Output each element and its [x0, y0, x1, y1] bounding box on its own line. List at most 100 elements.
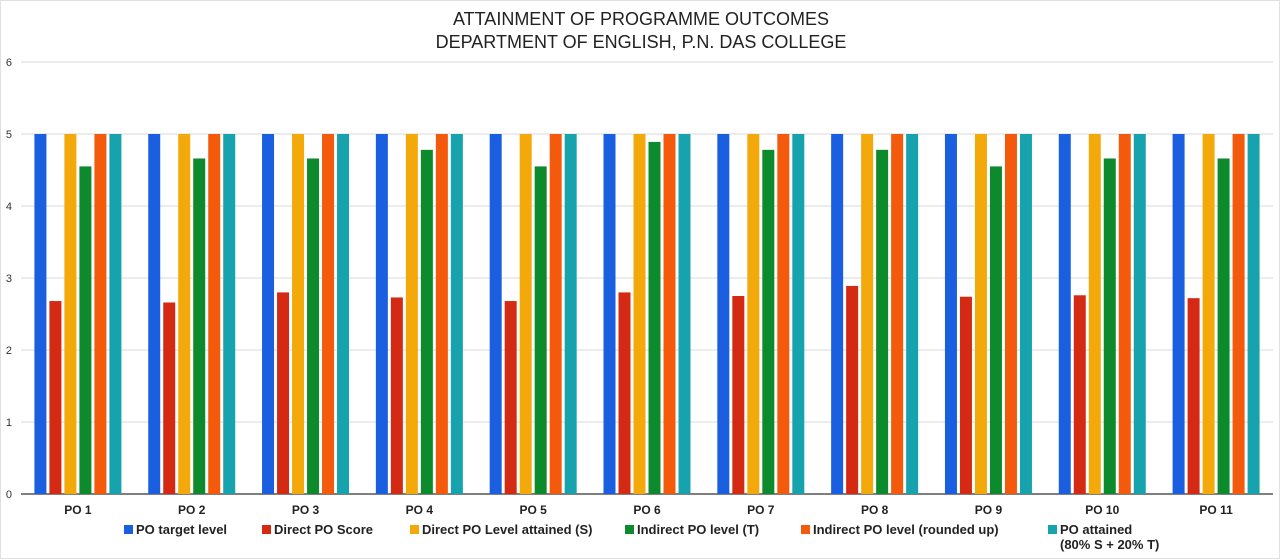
bar-s2-po-5: [504, 301, 517, 494]
bar-s4-po-4: [420, 149, 433, 494]
bar-s2-po-10: [1073, 295, 1086, 494]
bar-s6-po-8: [906, 134, 919, 494]
bar-s1-po-5: [489, 134, 502, 494]
bar-s5-po-1: [94, 134, 107, 494]
bar-s4-po-2: [193, 158, 206, 495]
bar-s5-po-4: [435, 134, 448, 494]
bar-s1-po-9: [944, 134, 957, 494]
y-tick-label: 1: [6, 417, 12, 429]
bar-s5-po-6: [663, 134, 676, 494]
bar-s6-po-1: [109, 134, 122, 494]
bar-s3-po-1: [64, 134, 77, 494]
legend-label: Indirect PO level (rounded up): [813, 522, 999, 537]
legend-label: Direct PO Level attained (S): [422, 522, 593, 537]
x-category-label: PO 1: [64, 503, 92, 517]
legend-label: PO target level: [136, 522, 227, 537]
bar-s2-po-7: [732, 296, 745, 494]
x-axis-labels: PO 1 PO 2 PO 3 PO 4 PO 5 PO 6 PO 7 PO 8 PO 9 PO 1…: [64, 503, 1233, 517]
bar-s3-po-2: [178, 134, 191, 494]
bar-s1-po-1: [34, 134, 47, 494]
y-tick-label: 0: [6, 489, 12, 501]
bar-s1-po-6: [603, 134, 616, 494]
bar-s5-po-9: [1004, 134, 1017, 494]
bar-s6-po-2: [223, 134, 236, 494]
legend-swatch: [801, 525, 810, 534]
bar-s4-po-5: [534, 166, 547, 494]
bar-s6-po-10: [1133, 134, 1146, 494]
bar-s2-po-11: [1187, 298, 1200, 494]
bar-s5-po-3: [322, 134, 335, 494]
y-axis-ticks: 0 1 2 3 4 5 6: [6, 57, 12, 501]
legend-label: PO attained: [1060, 522, 1132, 537]
bar-s3-po-6: [633, 134, 646, 494]
bar-s2-po-8: [846, 285, 859, 494]
legend-swatch: [124, 525, 133, 534]
bar-s5-po-8: [891, 134, 904, 494]
x-category-label: PO 7: [747, 503, 775, 517]
legend-swatch: [625, 525, 634, 534]
bar-s4-po-11: [1217, 158, 1230, 495]
x-category-label: PO 11: [1199, 503, 1233, 517]
legend-label: Indirect PO level (T): [637, 522, 759, 537]
x-category-label: PO 2: [178, 503, 206, 517]
bar-s2-po-4: [390, 297, 403, 494]
chart-title-line-2: DEPARTMENT OF ENGLISH, P.N. DAS COLLEGE: [436, 32, 847, 52]
bar-s2-po-6: [618, 292, 631, 494]
bar-s5-po-2: [208, 134, 221, 494]
bar-s6-po-5: [564, 134, 577, 494]
x-category-label: PO 5: [520, 503, 548, 517]
y-tick-label: 6: [6, 57, 12, 69]
bar-s3-po-4: [405, 134, 418, 494]
bar-s3-po-7: [747, 134, 760, 494]
bar-s4-po-3: [307, 158, 320, 495]
bar-s3-po-3: [292, 134, 305, 494]
bar-s3-po-10: [1088, 134, 1101, 494]
bar-s6-po-6: [678, 134, 691, 494]
bar-s4-po-7: [762, 149, 775, 494]
y-tick-label: 3: [6, 273, 12, 285]
x-category-label: PO 4: [406, 503, 434, 517]
bar-s4-po-10: [1103, 158, 1116, 495]
bar-s1-po-7: [717, 134, 730, 494]
bar-s3-po-9: [974, 134, 987, 494]
legend-label: (80% S + 20% T): [1060, 537, 1159, 552]
bar-s3-po-11: [1202, 134, 1215, 494]
y-tick-label: 5: [6, 129, 12, 141]
bar-s4-po-1: [79, 166, 92, 494]
bar-s5-po-7: [777, 134, 790, 494]
bar-s5-po-11: [1232, 134, 1245, 494]
y-tick-label: 4: [6, 201, 12, 213]
bar-s1-po-10: [1058, 134, 1071, 494]
bar-s3-po-5: [519, 134, 532, 494]
bar-s5-po-10: [1118, 134, 1131, 494]
bar-s4-po-9: [989, 166, 1002, 494]
bar-s6-po-11: [1247, 134, 1260, 494]
chart-title-line-1: ATTAINMENT OF PROGRAMME OUTCOMES: [453, 9, 829, 29]
y-tick-label: 2: [6, 345, 12, 357]
bar-s6-po-7: [792, 134, 805, 494]
x-category-label: PO 10: [1085, 503, 1119, 517]
bar-s2-po-3: [277, 292, 290, 494]
bar-s6-po-9: [1019, 134, 1032, 494]
bar-s1-po-11: [1172, 134, 1185, 494]
bar-s2-po-2: [163, 302, 176, 494]
bar-s6-po-4: [450, 134, 463, 494]
x-category-label: PO 8: [861, 503, 889, 517]
legend-label: Direct PO Score: [274, 522, 373, 537]
bar-s5-po-5: [549, 134, 562, 494]
legend-swatch: [262, 525, 271, 534]
bar-s1-po-4: [375, 134, 388, 494]
legend: PO target level Direct PO Score Direct PO …: [124, 522, 1159, 552]
bar-s3-po-8: [861, 134, 874, 494]
bar-s6-po-3: [337, 134, 350, 494]
bar-s1-po-8: [831, 134, 844, 494]
bar-s2-po-9: [959, 296, 972, 494]
bar-s1-po-2: [148, 134, 161, 494]
legend-swatch: [1048, 525, 1057, 534]
bar-s2-po-1: [49, 301, 62, 494]
bar-s4-po-8: [876, 149, 889, 494]
x-category-label: PO 6: [633, 503, 661, 517]
x-category-label: PO 9: [975, 503, 1003, 517]
